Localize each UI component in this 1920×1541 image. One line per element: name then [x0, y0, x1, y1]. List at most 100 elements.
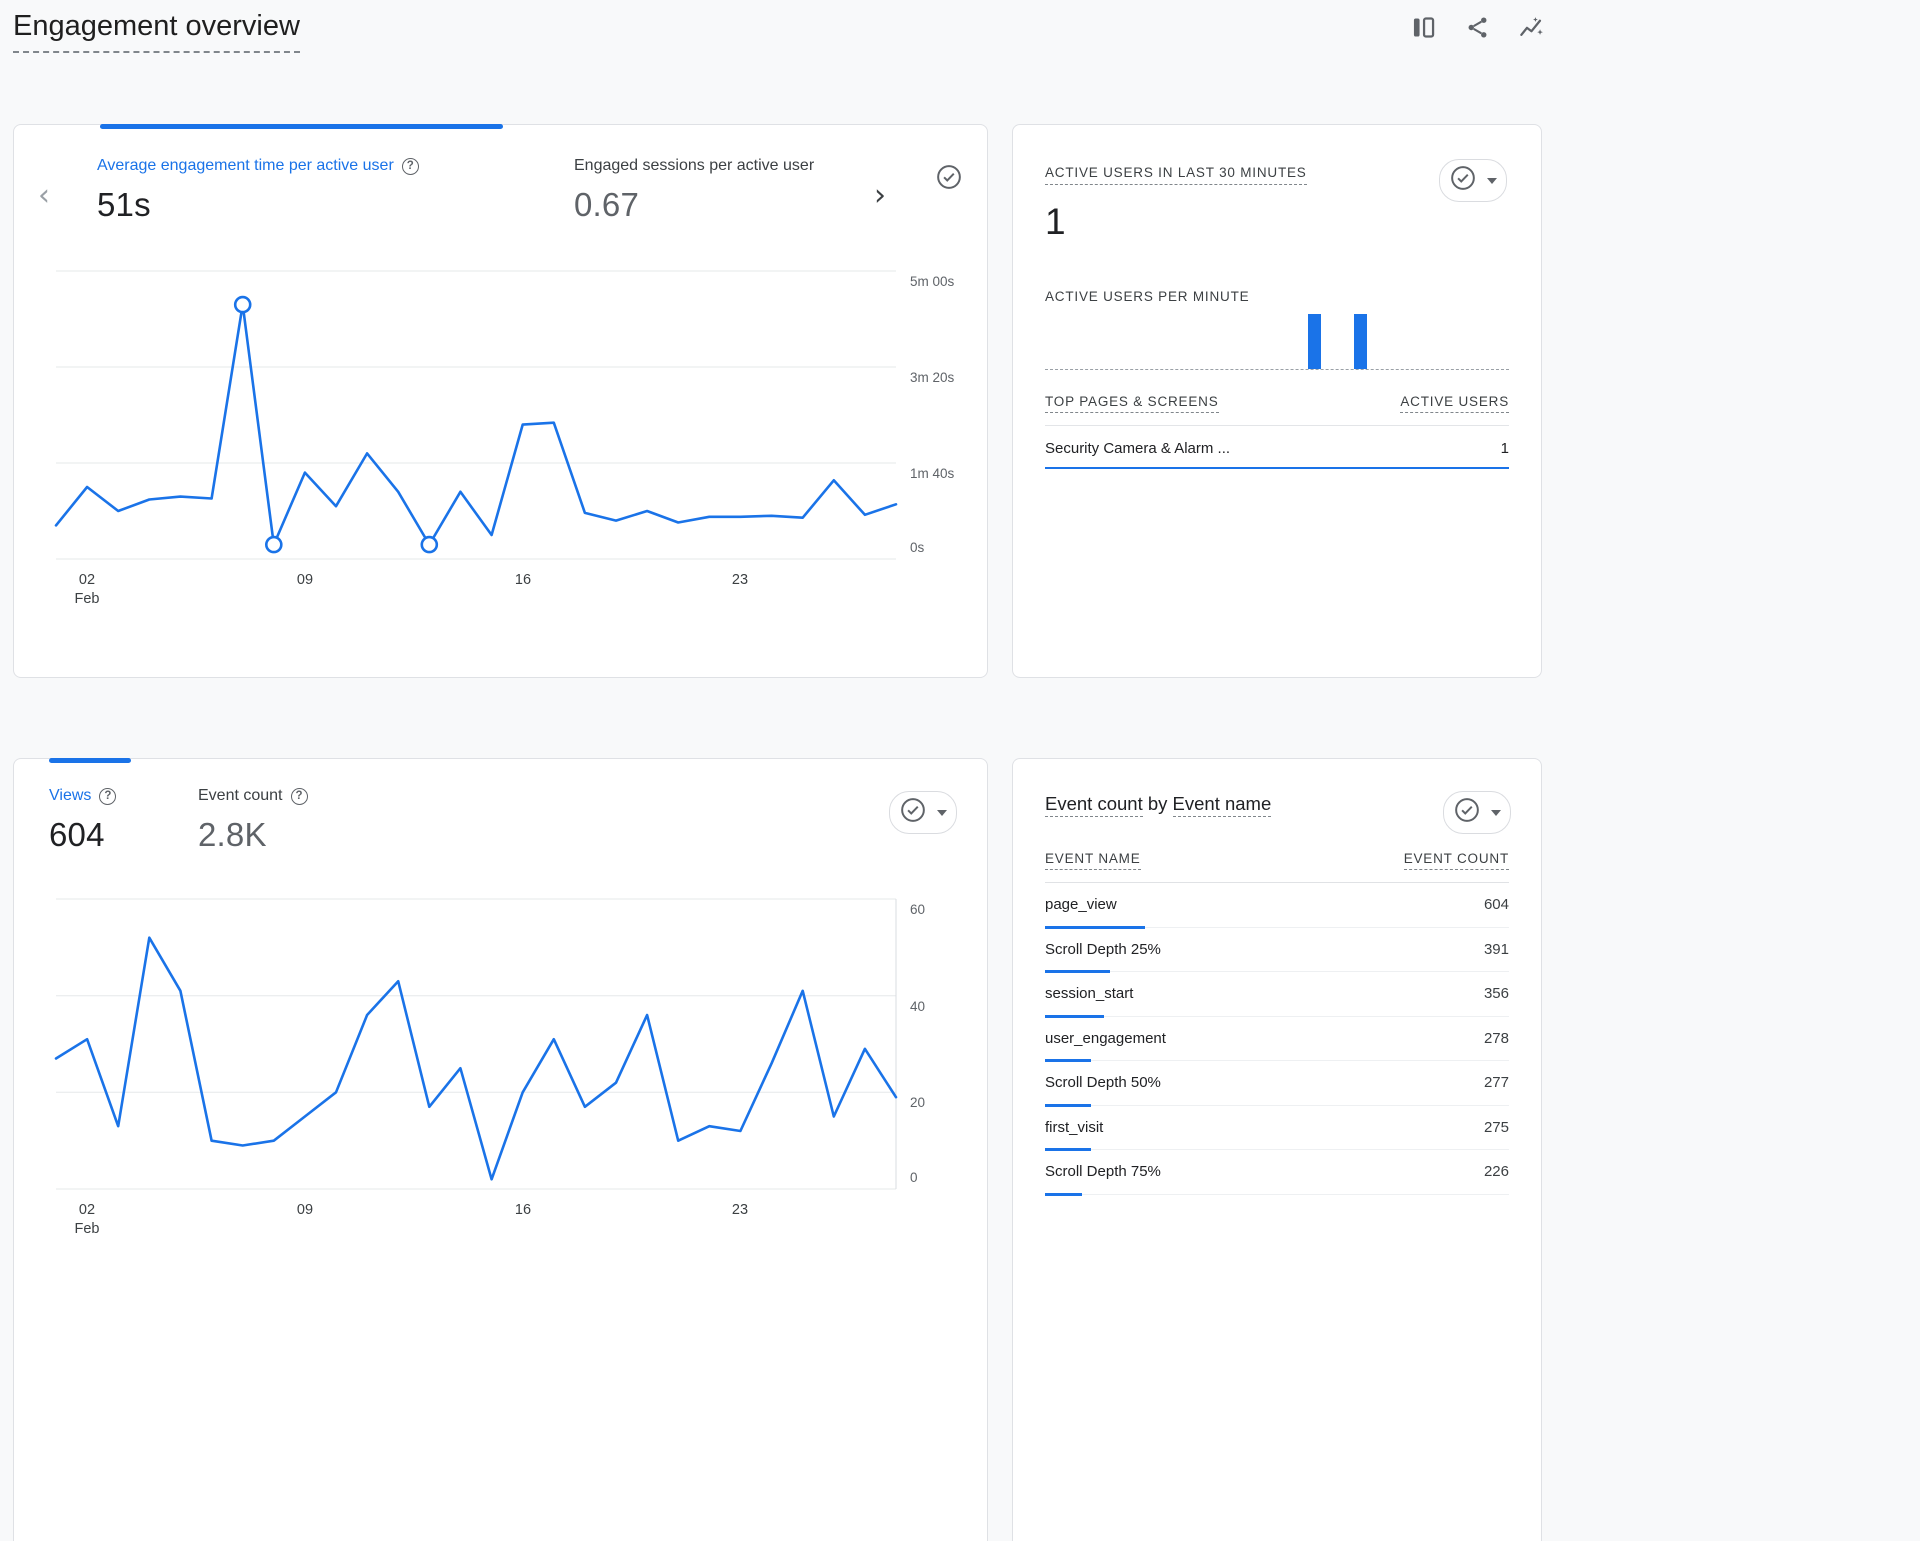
comparison-icon[interactable] [1408, 12, 1438, 42]
metric-tab-event-count[interactable]: Event count ? 2.8K [198, 787, 308, 854]
active-users-per-minute-chart[interactable] [1045, 306, 1509, 370]
event-name: user_engagement [1045, 1029, 1166, 1047]
event-bar [1045, 970, 1110, 973]
data-quality-button[interactable] [1439, 159, 1507, 202]
top-page-row[interactable]: Security Camera & Alarm ... 1 [1045, 426, 1509, 467]
metric-value: 604 [49, 816, 105, 853]
metric-label: Event count [198, 787, 283, 804]
event-name: Scroll Depth 25% [1045, 940, 1161, 958]
event-table-row[interactable]: Scroll Depth 25% 391 [1045, 928, 1509, 973]
title-joiner: by [1142, 793, 1173, 814]
event-name-header[interactable]: EVENT NAME [1045, 851, 1141, 870]
data-quality-button[interactable] [889, 791, 957, 834]
minute-bar [1307, 314, 1321, 369]
views-card: Views ? 604 Event count ? 2.8K [13, 758, 988, 1541]
top-page-bar [1045, 467, 1509, 469]
check-circle-icon [1453, 796, 1481, 829]
event-table-row[interactable]: session_start 356 [1045, 972, 1509, 1018]
event-count: 356 [1483, 985, 1509, 1003]
data-quality-button[interactable] [935, 163, 963, 196]
metric-carousel-prev-button[interactable]: ‹ [38, 178, 50, 213]
topbar-icons [1408, 12, 1546, 42]
topbar: Engagement overview [0, 0, 1556, 92]
help-icon[interactable]: ? [290, 787, 308, 805]
active-users-30min-label[interactable]: ACTIVE USERS IN LAST 30 MINUTES [1045, 165, 1307, 185]
metric-value: 0.67 [574, 186, 640, 223]
metric-tab-engaged-sessions[interactable]: Engaged sessions per active user 0.67 [574, 157, 814, 224]
metric-label: Average engagement time per active user [97, 157, 394, 174]
event-count: 391 [1483, 940, 1509, 958]
event-count: 604 [1483, 896, 1509, 914]
active-users-cell: 1 [1500, 440, 1509, 457]
event-name-term[interactable]: Event name [1172, 793, 1272, 817]
event-count-term[interactable]: Event count [1045, 793, 1143, 817]
check-circle-icon [935, 163, 963, 196]
help-icon[interactable]: ? [401, 157, 419, 175]
chart-marker [233, 295, 252, 314]
chart-plot-area[interactable] [54, 270, 898, 560]
active-tab-indicator [100, 124, 503, 129]
top-pages-screens-header[interactable]: TOP PAGES & SCREENS [1045, 394, 1219, 413]
event-count: 278 [1483, 1029, 1509, 1047]
event-table-row[interactable]: user_engagement 278 [1045, 1017, 1509, 1062]
events-table-header: EVENT NAME EVENT COUNT [1045, 851, 1509, 883]
chart-marker [265, 535, 283, 554]
event-bar [1045, 925, 1145, 929]
event-count-header[interactable]: EVENT COUNT [1403, 851, 1509, 870]
check-circle-icon [1449, 164, 1477, 197]
active-users-per-minute-label: ACTIVE USERS PER MINUTE [1045, 289, 1250, 304]
events-card-title: Event count by Event name [1045, 793, 1272, 817]
event-bar [1045, 1192, 1082, 1196]
minute-bar [1354, 314, 1368, 369]
chart-marker [420, 535, 439, 554]
event-bar [1045, 1059, 1091, 1062]
event-name: first_visit [1045, 1118, 1104, 1136]
chart-line [54, 936, 898, 1181]
metric-label: Views [49, 787, 92, 804]
metric-carousel-next-button[interactable]: › [874, 178, 886, 213]
event-table-row[interactable]: Scroll Depth 75% 226 [1045, 1150, 1509, 1196]
events-card: Event count by Event name EVENT NAME EVE… [1012, 758, 1542, 1541]
event-name: Scroll Depth 75% [1045, 1163, 1161, 1181]
views-line-chart[interactable]: 0 20 40 60 02 Feb 09 16 23 [54, 898, 925, 1237]
event-count: 226 [1483, 1163, 1509, 1181]
engagement-time-card: ‹ Average engagement time per active use… [13, 124, 988, 678]
event-count: 277 [1483, 1074, 1509, 1092]
active-tab-indicator [49, 758, 131, 763]
metric-value: 2.8K [198, 816, 267, 853]
check-circle-icon [899, 796, 927, 829]
event-count: 275 [1483, 1118, 1509, 1136]
chevron-down-icon[interactable] [1487, 177, 1497, 184]
active-users-header[interactable]: ACTIVE USERS [1400, 394, 1509, 413]
chart-plot-area[interactable] [54, 898, 898, 1190]
event-name: session_start [1045, 985, 1134, 1003]
event-name: page_view [1045, 896, 1117, 914]
chevron-down-icon[interactable] [1491, 809, 1501, 816]
metric-value: 51s [97, 186, 151, 223]
engagement-line-chart[interactable]: 0s 1m 40s 3m 20s 5m 00s 02 Feb 09 16 23 [54, 270, 954, 607]
realtime-table-header: TOP PAGES & SCREENS ACTIVE USERS [1045, 394, 1509, 426]
metric-row: Average engagement time per active user … [97, 157, 814, 224]
event-bar [1045, 1148, 1091, 1151]
active-users-30min-value: 1 [1045, 201, 1066, 242]
metric-label: Engaged sessions per active user [574, 157, 815, 174]
help-icon[interactable]: ? [99, 787, 117, 805]
realtime-card: ACTIVE USERS IN LAST 30 MINUTES 1 ACTIVE… [1012, 124, 1542, 678]
page-title-cell: Security Camera & Alarm ... [1045, 440, 1231, 457]
chevron-down-icon[interactable] [937, 809, 947, 816]
metric-tab-views[interactable]: Views ? 604 [49, 787, 198, 854]
event-table-row[interactable]: page_view 604 [1045, 883, 1509, 929]
page-title: Engagement overview [13, 10, 300, 53]
insights-icon[interactable] [1516, 12, 1546, 42]
share-icon[interactable] [1462, 12, 1492, 42]
metric-row: Views ? 604 Event count ? 2.8K [49, 787, 308, 854]
data-quality-button[interactable] [1443, 791, 1511, 834]
metric-tab-avg-engagement-time[interactable]: Average engagement time per active user … [97, 157, 574, 224]
event-name: Scroll Depth 50% [1045, 1074, 1161, 1092]
event-table-row[interactable]: Scroll Depth 50% 277 [1045, 1061, 1509, 1107]
event-bar [1045, 1014, 1104, 1018]
event-table-row[interactable]: first_visit 275 [1045, 1106, 1509, 1151]
event-bar [1045, 1103, 1091, 1107]
chart-line [54, 303, 898, 546]
